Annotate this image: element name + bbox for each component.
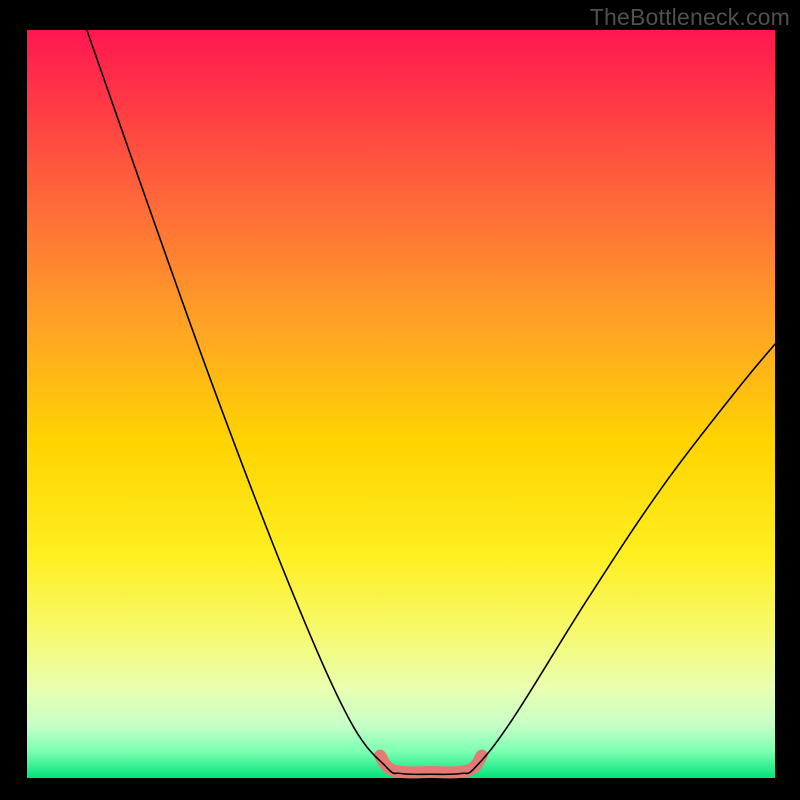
watermark-text: TheBottleneck.com <box>590 4 790 31</box>
bottleneck-curve-chart <box>0 0 800 800</box>
plot-background <box>27 30 775 778</box>
chart-container: TheBottleneck.com <box>0 0 800 800</box>
